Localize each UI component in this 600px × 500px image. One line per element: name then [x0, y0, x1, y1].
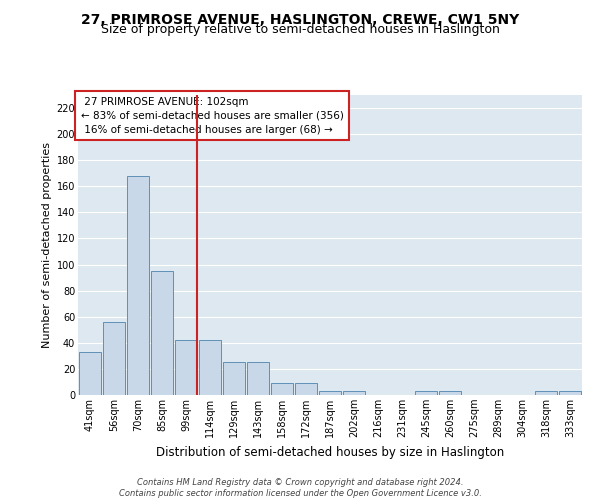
Bar — [247, 362, 269, 395]
Bar — [199, 340, 221, 395]
Y-axis label: Number of semi-detached properties: Number of semi-detached properties — [43, 142, 52, 348]
Text: Contains HM Land Registry data © Crown copyright and database right 2024.
Contai: Contains HM Land Registry data © Crown c… — [119, 478, 481, 498]
Bar — [415, 391, 437, 395]
X-axis label: Distribution of semi-detached houses by size in Haslington: Distribution of semi-detached houses by … — [156, 446, 504, 458]
Bar — [535, 391, 557, 395]
Bar — [343, 391, 365, 395]
Bar — [103, 322, 125, 395]
Text: Size of property relative to semi-detached houses in Haslington: Size of property relative to semi-detach… — [101, 22, 499, 36]
Bar — [439, 391, 461, 395]
Bar — [559, 391, 581, 395]
Text: 27 PRIMROSE AVENUE: 102sqm 
← 83% of semi-detached houses are smaller (356)
 16%: 27 PRIMROSE AVENUE: 102sqm ← 83% of semi… — [80, 96, 343, 134]
Bar — [79, 352, 101, 395]
Bar — [127, 176, 149, 395]
Text: 27, PRIMROSE AVENUE, HASLINGTON, CREWE, CW1 5NY: 27, PRIMROSE AVENUE, HASLINGTON, CREWE, … — [81, 12, 519, 26]
Bar — [151, 271, 173, 395]
Bar — [319, 391, 341, 395]
Bar — [175, 340, 197, 395]
Bar — [271, 384, 293, 395]
Bar — [223, 362, 245, 395]
Bar — [295, 384, 317, 395]
